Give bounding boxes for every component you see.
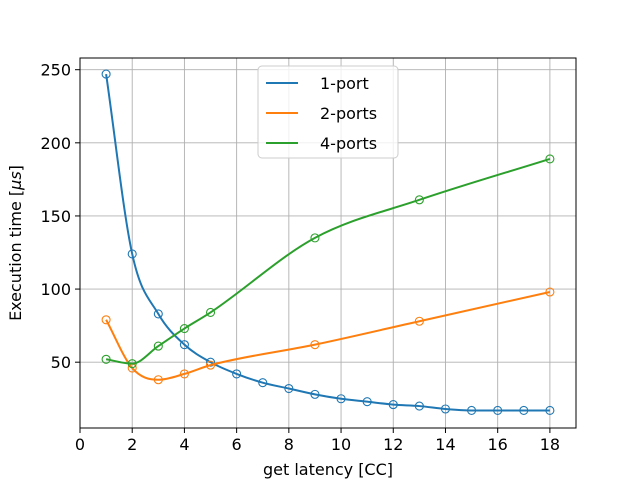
data-point-4-ports [101,354,111,364]
data-point-2-ports [205,360,216,370]
x-tick-label: 4 [179,435,189,454]
data-point-4-ports [205,307,216,318]
data-point-1-port [153,309,163,319]
series-line-1-port [105,73,550,412]
x-tick-label: 8 [284,435,294,454]
data-point-1-port [414,401,424,411]
y-axis-label-close: ] [6,165,25,171]
data-point-4-ports [153,341,163,351]
x-tick-label: 14 [435,435,455,454]
data-point-2-ports [101,315,111,325]
data-point-1-port [362,397,372,407]
data-point-1-port [284,383,294,394]
x-tick-label: 12 [383,435,403,454]
data-point-4-ports [179,324,189,334]
y-tick-label: 50 [51,353,71,372]
data-point-4-ports [414,195,424,205]
data-point-1-port [440,404,451,414]
data-point-1-port [388,400,398,410]
data-point-1-port [493,405,503,416]
data-point-1-port [258,378,268,388]
x-tick-label: 2 [127,435,137,454]
data-point-2-ports [179,369,189,379]
data-point-1-port [127,249,137,259]
x-tick-label: 16 [488,435,508,454]
y-tick-label: 100 [40,280,71,299]
data-point-1-port [205,357,216,367]
data-point-4-ports [310,233,320,243]
data-point-4-ports [545,154,555,164]
legend-label-1-port: 1-port [320,74,369,93]
legend-label-4-ports: 4-ports [320,134,377,153]
x-axis-label: get latency [CC] [263,460,393,479]
data-point-2-ports [545,287,555,297]
data-point-1-port [545,405,555,416]
legend-label-2-ports: 2-ports [320,104,377,123]
data-point-1-port [519,405,529,416]
legend: 1-port 2-ports 4-ports [257,65,399,159]
y-axis-label: Execution time [μs] [6,165,25,321]
y-axis-label-unit: μs [6,171,25,191]
axes: 0 2 4 6 8 10 12 14 16 18 50 100 150 200 250 [40,61,560,454]
data-point-1-port [467,405,477,416]
y-axis-label-text: Execution time [ [6,190,25,321]
data-point-4-ports [127,359,137,369]
data-point-2-ports [153,375,163,385]
series-line-2-ports [105,291,551,381]
data-point-2-ports [414,316,424,326]
data-point-2-ports [310,340,320,350]
x-tick-label: 6 [232,435,242,454]
plot-frame [79,57,577,429]
data-point-1-port [336,394,346,404]
data-point-1-port [232,369,242,379]
x-tick-label: 0 [75,435,85,454]
legend-box [257,65,399,159]
data-point-1-port [101,69,111,79]
series-layer [101,69,555,416]
series-line-4-ports [105,157,551,365]
data-point-1-port [310,389,320,399]
x-tick-label: 10 [331,435,351,454]
data-point-1-port [179,340,189,350]
x-tick-label: 18 [540,435,560,454]
y-tick-label: 250 [40,61,71,80]
y-tick-label: 150 [40,207,71,226]
y-tick-label: 200 [40,134,71,153]
